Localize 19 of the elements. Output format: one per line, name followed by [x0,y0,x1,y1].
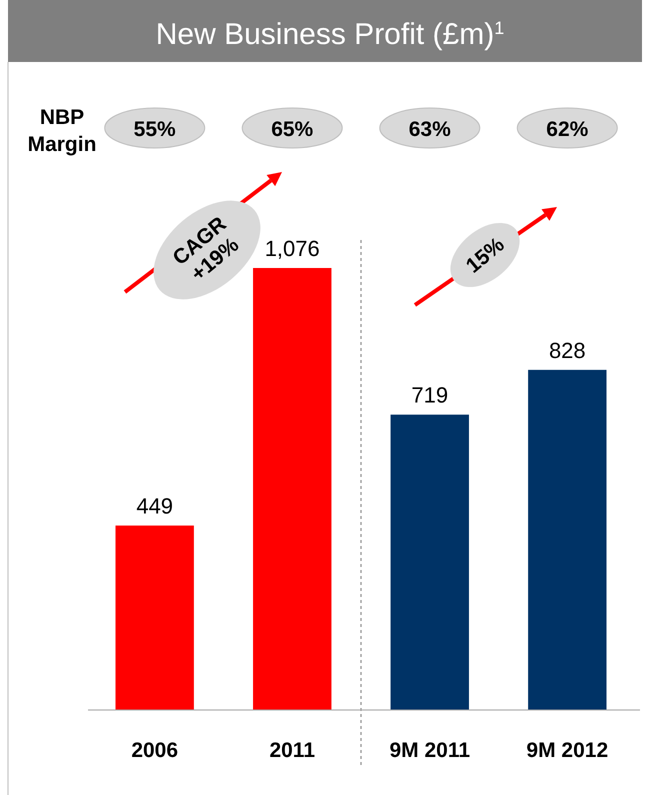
text: 55% [134,118,176,141]
data-label: 828 [548,338,586,363]
bar [390,414,469,710]
text: 65% [271,118,314,141]
bar [528,370,606,710]
x-tick-label: 2006 [131,739,178,762]
data-label: 449 [136,494,174,519]
chart-title: New Business Profit (£m)$^{1}$ [156,18,504,51]
x-tick-label: 9M 2012 [526,739,608,762]
data-label: 1,076 [264,236,320,261]
x-tick-label: 2011 [269,739,316,762]
bar [116,526,194,710]
bar [253,268,332,710]
annotation: 15% [462,232,510,278]
x-tick-label: 9M 2011 [389,739,470,762]
text: NBP Margin [28,106,96,156]
text: 62% [546,118,589,141]
data-label: 719 [411,382,448,408]
text: 63% [408,118,452,141]
